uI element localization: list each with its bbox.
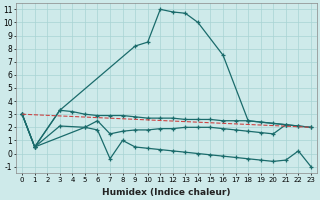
X-axis label: Humidex (Indice chaleur): Humidex (Indice chaleur) (102, 188, 231, 197)
